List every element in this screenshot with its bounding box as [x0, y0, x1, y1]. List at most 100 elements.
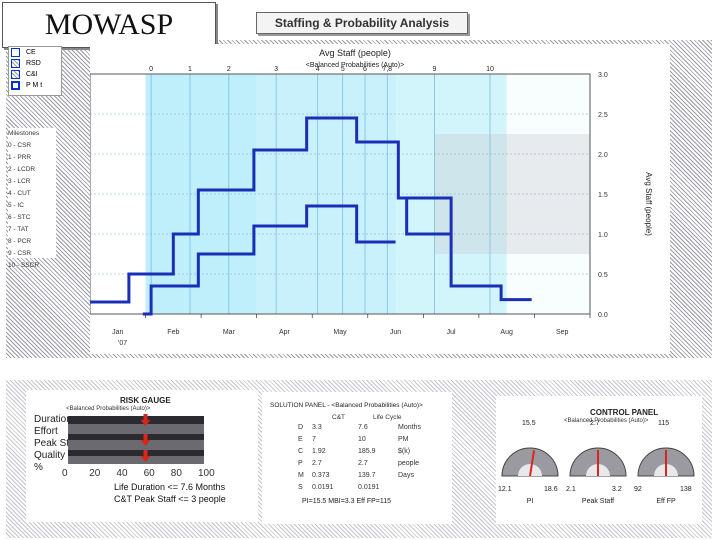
risk-row-quality: Quality [34, 450, 66, 461]
solution-row: M 0.373 139.7 Days [298, 472, 448, 484]
milestone-marker: 10 [486, 66, 494, 73]
solution-cell: D [298, 424, 304, 431]
x-tick-label: Sep [556, 329, 569, 336]
milestone-marker: 9 [432, 66, 436, 73]
x-tick-label: May [333, 329, 347, 336]
solution-row: C 1.92 185.9 $(k) [298, 448, 448, 460]
milestones-list: Milestones 0 - CSR 1 - PRR 2 - LCDR 3 - … [8, 128, 56, 269]
milestone-marker: 5 [341, 66, 345, 73]
dial-max-value: 18.6 [544, 486, 558, 493]
risk-arrow [140, 414, 151, 426]
risk-axis-ticks: 0 20 40 60 80 100 [62, 468, 222, 482]
hatch-region [434, 134, 590, 254]
risk-axis-tick: 0 [62, 468, 68, 479]
dial-max-value: 3.2 [612, 486, 622, 493]
milestone-item: 1 - PRR [8, 154, 32, 161]
solution-cell: Days [398, 472, 414, 479]
solution-cell: 139.7 [358, 472, 376, 479]
risk-arrows [140, 414, 151, 462]
milestone-item: 7 - TAT [8, 226, 29, 233]
legend-swatch [11, 81, 20, 90]
dial-needle [529, 450, 536, 477]
milestone-item: 10 - SSCR [8, 262, 40, 269]
staff-series [90, 116, 532, 316]
dial-label: PI [526, 498, 534, 505]
solution-row: E 7 10 PM [298, 436, 448, 448]
risk-gauge-subtitle: <Balanced Probabilities (Auto)> [66, 406, 151, 412]
milestone-item: 9 - CSR [8, 250, 32, 257]
milestone-marker: 7,8 [382, 66, 392, 73]
col-header-ct: C&T [332, 414, 345, 421]
risk-axis-tick: 40 [116, 468, 128, 479]
control-panel-subtitle: <Balanced Probabilities (Auto)> [564, 418, 649, 424]
control-dial[interactable]: 15.5 12.1 18.6 PI [498, 420, 562, 522]
risk-percent-label: % [34, 462, 43, 473]
legend-label: CE [26, 49, 36, 56]
risk-bar-peak-staff [68, 450, 204, 456]
solution-cell: E [298, 436, 303, 443]
staff-probability-chart: Avg Staff (people) <Balanced Probabiliti… [90, 44, 670, 354]
solution-col-headers: C&T Life Cycle [332, 414, 402, 421]
solution-cell: P [298, 460, 303, 467]
legend-label: P M t [26, 82, 43, 89]
y-tick-label: 3.0 [598, 72, 608, 79]
solution-row: P 2.7 2.7 people [298, 460, 448, 472]
dial-min-value: 12.1 [498, 486, 512, 493]
risk-axis-tick: 80 [170, 468, 182, 479]
x-tick-label: Mar [223, 329, 236, 336]
x-tick-label: Feb [167, 329, 179, 336]
solution-cell: Months [398, 424, 421, 431]
risk-row-effort: Effort [34, 426, 58, 437]
chart-gridlines [90, 73, 591, 315]
risk-bar-effort [68, 434, 204, 440]
legend-label: C&I [26, 71, 38, 78]
solution-cell: 10 [358, 436, 366, 443]
solution-cell: 0.0191 [358, 484, 380, 491]
risk-bar-duration [68, 416, 204, 424]
dial-max-value: 138 [680, 486, 692, 493]
milestone-marker: 6 [363, 66, 367, 73]
y-axis-ticks: 0.0 0.5 1.0 1.5 2.0 2.5 3.0 [598, 72, 608, 319]
milestone-item: 8 - PCR [8, 238, 32, 245]
control-dial[interactable]: 2.7 2.1 3.2 Peak Staff [566, 420, 630, 522]
x-axis-ticks: Jan Feb Mar Apr May Jun Jul Aug Sep [112, 314, 591, 336]
solution-cell: 185.9 [358, 448, 376, 455]
risk-gauge-bars [68, 416, 204, 464]
app-logo: MOWASP [2, 2, 216, 48]
risk-axis-tick: 100 [198, 468, 215, 479]
x-year-label: '07 [118, 340, 127, 347]
milestone-item: 0 - CSR [8, 142, 32, 149]
peak-staff-constraint: C&T Peak Staff <= 3 people [114, 494, 226, 504]
dial-label: Peak Staff [581, 498, 615, 505]
solution-cell [398, 484, 438, 496]
y-tick-label: 1.5 [598, 192, 608, 199]
x-tick-label: Aug [500, 329, 513, 336]
dial-min-value: 92 [634, 486, 642, 493]
risk-arrow [140, 450, 151, 462]
milestone-item: 3 - LCR [8, 178, 31, 185]
risk-axis-tick: 60 [143, 468, 155, 479]
risk-axis-tick: 20 [89, 468, 101, 479]
milestone-marker: 3 [274, 66, 278, 73]
y-tick-label: 0.5 [598, 272, 608, 279]
x-tick-label: Jul [447, 329, 456, 336]
dial-face [637, 447, 695, 477]
y-tick-label: 2.5 [598, 112, 608, 119]
legend-item-pmt[interactable]: P M t [9, 80, 61, 91]
milestone-item: 5 - IC [8, 202, 24, 209]
y-tick-label: 0.0 [598, 312, 608, 319]
solution-row: S 0.0191 0.0191 [298, 484, 448, 496]
milestones-heading: Milestones [8, 130, 40, 137]
solution-cell: 3.3 [312, 424, 322, 431]
solution-cell: 2.7 [358, 460, 368, 467]
solution-cell: S [298, 484, 303, 491]
legend-item-rsd[interactable]: RSD [9, 58, 61, 69]
milestone-markers: 0 1 2 3 4 5 6 7,8 9 10 [149, 66, 494, 73]
control-dial[interactable]: 115 92 138 Eff FP [634, 420, 698, 522]
solution-panel: SOLUTION PANEL - <Balanced Probabilities… [262, 392, 452, 524]
legend-item-ce[interactable]: CE [9, 47, 61, 58]
legend-item-ci[interactable]: C&I [9, 69, 61, 80]
staff-series-line [90, 116, 532, 304]
risk-row-duration: Duration [34, 414, 72, 425]
legend-label: RSD [26, 60, 41, 67]
